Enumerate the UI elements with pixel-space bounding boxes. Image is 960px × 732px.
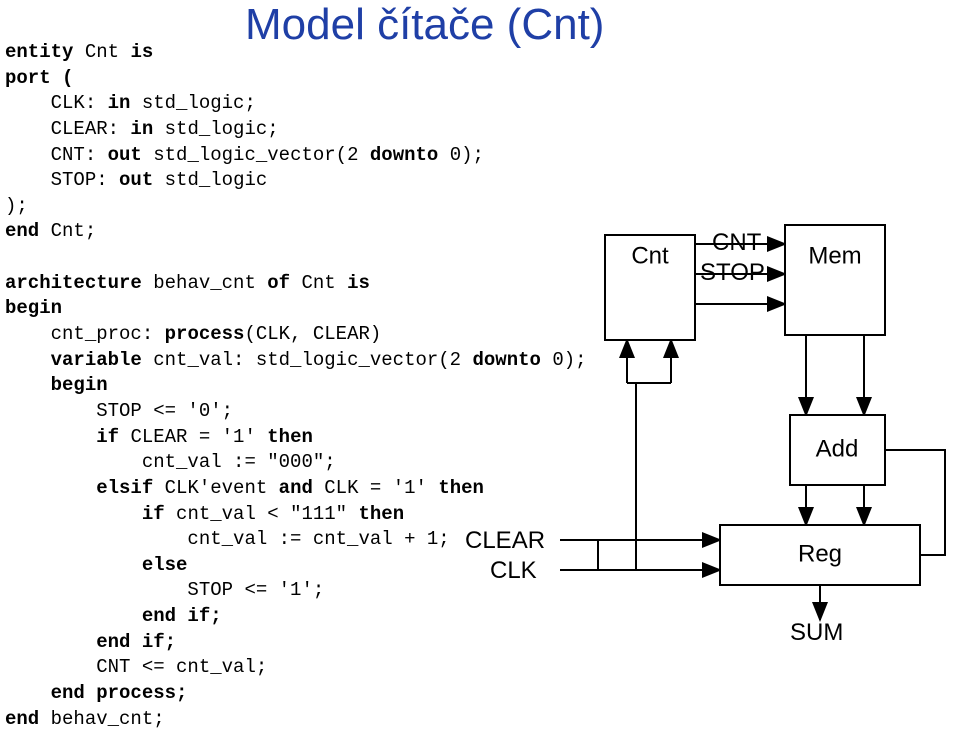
- block-label-reg: Reg: [798, 540, 842, 567]
- signal-label-stop: STOP: [700, 259, 765, 286]
- signal-label-clear: CLEAR: [465, 527, 545, 554]
- block-label-add: Add: [816, 435, 859, 462]
- block-diagram: Cnt Mem Add Reg CNT STOP CLEAR CLK SUM: [0, 0, 960, 678]
- signal-label-sum: SUM: [790, 619, 843, 646]
- block-label-mem: Mem: [808, 242, 861, 269]
- block-label-cnt: Cnt: [631, 242, 669, 269]
- signal-label-cnt_top: CNT: [712, 229, 762, 256]
- signal-label-clk: CLK: [490, 557, 537, 584]
